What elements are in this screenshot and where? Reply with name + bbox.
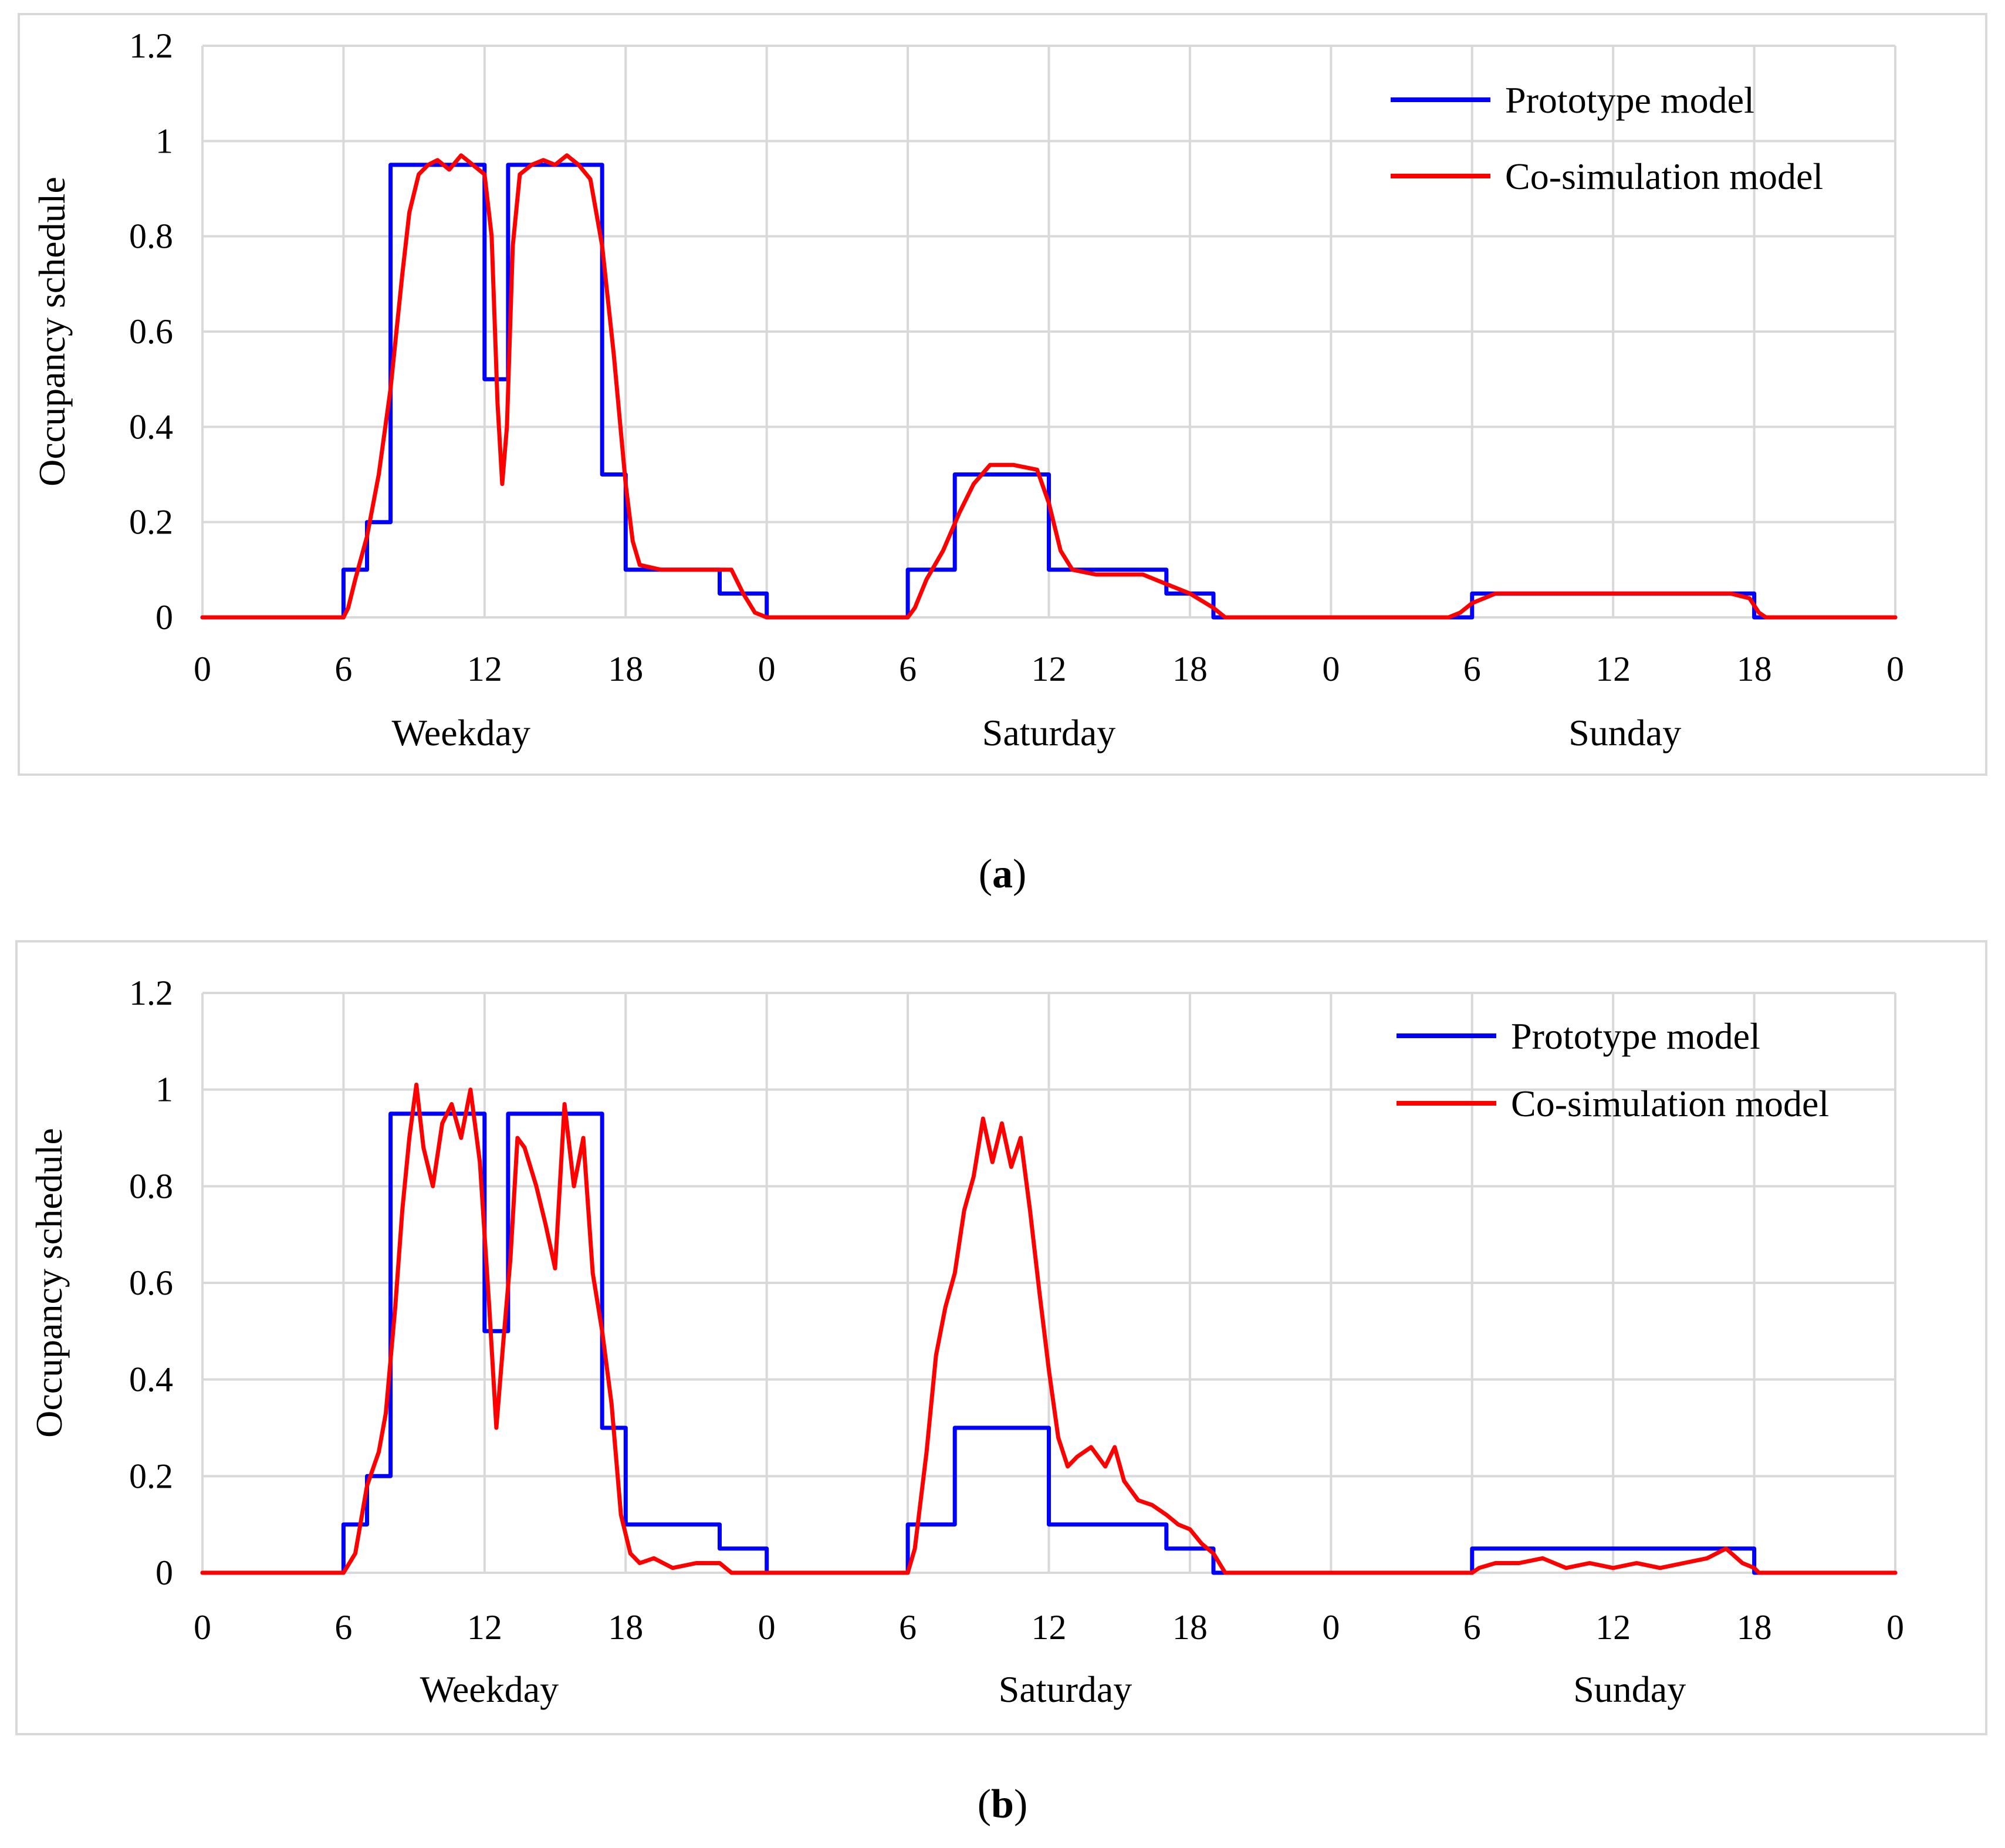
x-tick-label: 18 bbox=[608, 650, 643, 688]
day-label-sunday: Sunday bbox=[1568, 712, 1681, 754]
x-tick-label: 12 bbox=[1595, 1608, 1631, 1647]
legend-label: Co-simulation model bbox=[1505, 156, 1823, 197]
y-tick-label: 0.6 bbox=[129, 312, 173, 351]
x-tick-label: 18 bbox=[1737, 1608, 1772, 1647]
chart-b: 0 0.2 0.4 0.6 0.8 1 1.2 0 6 12 18 0 6 12 18 0 6 12 18 0 Week… bbox=[15, 940, 1987, 1735]
y-tick-label: 0.8 bbox=[129, 217, 173, 256]
legend-label: Prototype model bbox=[1511, 1015, 1760, 1057]
prototype-model-line bbox=[200, 1111, 1898, 1575]
chart-panel-a: 0 0.2 0.4 0.6 0.8 1 1.2 0 6 12 18 0 6 12 18 0 6 12 18 0 Week… bbox=[18, 13, 1987, 897]
y-tick-label: 1 bbox=[155, 1070, 173, 1109]
x-tick-label: 18 bbox=[1737, 650, 1772, 688]
y-tick-label: 0 bbox=[155, 598, 173, 637]
x-tick-label: 12 bbox=[1032, 650, 1067, 688]
y-tick-label: 1.2 bbox=[129, 26, 173, 65]
co-simulation-model-line bbox=[200, 1082, 1898, 1575]
caption-a: (a) bbox=[978, 852, 1027, 897]
legend-label: Prototype model bbox=[1505, 79, 1754, 121]
x-tick-label: 12 bbox=[467, 650, 502, 688]
legend-label: Co-simulation model bbox=[1511, 1083, 1829, 1124]
x-tick-label: 6 bbox=[899, 1608, 917, 1647]
x-tick-label: 0 bbox=[758, 1608, 776, 1647]
y-tick-label: 1.2 bbox=[129, 974, 173, 1012]
chart-panel-b: 0 0.2 0.4 0.6 0.8 1 1.2 0 6 12 18 0 6 12 18 0 6 12 18 0 Week… bbox=[0, 927, 2005, 1848]
day-label-saturday: Saturday bbox=[999, 1668, 1132, 1710]
x-tick-label: 12 bbox=[467, 1608, 502, 1647]
y-tick-label: 0.6 bbox=[129, 1263, 173, 1302]
y-tick-label: 0 bbox=[155, 1553, 173, 1592]
x-tick-label: 0 bbox=[194, 1608, 211, 1647]
x-tick-label: 6 bbox=[1463, 1608, 1481, 1647]
day-label-weekday: Weekday bbox=[420, 1668, 559, 1710]
day-label-weekday: Weekday bbox=[392, 712, 531, 754]
x-tick-label: 0 bbox=[194, 650, 211, 688]
x-tick-label: 18 bbox=[1172, 1608, 1208, 1647]
day-label-sunday: Sunday bbox=[1573, 1668, 1686, 1710]
x-tick-label: 0 bbox=[1322, 650, 1340, 688]
caption-b: (b) bbox=[977, 1782, 1028, 1827]
x-tick-label: 6 bbox=[334, 650, 352, 688]
y-tick-label: 0.4 bbox=[129, 1360, 173, 1399]
x-tick-label: 6 bbox=[334, 1608, 352, 1647]
legend: Prototype model Co-simulation model bbox=[1391, 79, 1823, 197]
x-tick-label: 18 bbox=[608, 1608, 643, 1647]
x-tick-label: 0 bbox=[1886, 650, 1904, 688]
y-axis-label: Occupancy schedule bbox=[28, 1128, 70, 1438]
y-tick-label: 0.4 bbox=[129, 407, 173, 446]
x-tick-label: 0 bbox=[758, 650, 776, 688]
x-tick-label: 18 bbox=[1172, 650, 1208, 688]
x-tick-label: 0 bbox=[1886, 1608, 1904, 1647]
x-tick-label: 6 bbox=[1463, 650, 1481, 688]
x-tick-label: 0 bbox=[1322, 1608, 1340, 1647]
y-tick-label: 0.2 bbox=[129, 503, 173, 542]
chart-area-border bbox=[15, 940, 1987, 1735]
y-axis-label: Occupancy schedule bbox=[31, 177, 73, 487]
co-simulation-model-line bbox=[200, 153, 1898, 620]
legend: Prototype model Co-simulation model bbox=[1397, 1015, 1829, 1124]
x-tick-label: 12 bbox=[1595, 650, 1631, 688]
y-tick-label: 0.2 bbox=[129, 1457, 173, 1495]
x-tick-label: 6 bbox=[899, 650, 917, 688]
chart-a: 0 0.2 0.4 0.6 0.8 1 1.2 0 6 12 18 0 6 12 18 0 6 12 18 0 Week… bbox=[18, 13, 1987, 776]
chart-area-border bbox=[18, 13, 1987, 776]
y-tick-label: 1 bbox=[155, 121, 173, 160]
day-label-saturday: Saturday bbox=[982, 712, 1116, 754]
y-tick-label: 0.8 bbox=[129, 1167, 173, 1205]
x-tick-label: 12 bbox=[1032, 1608, 1067, 1647]
